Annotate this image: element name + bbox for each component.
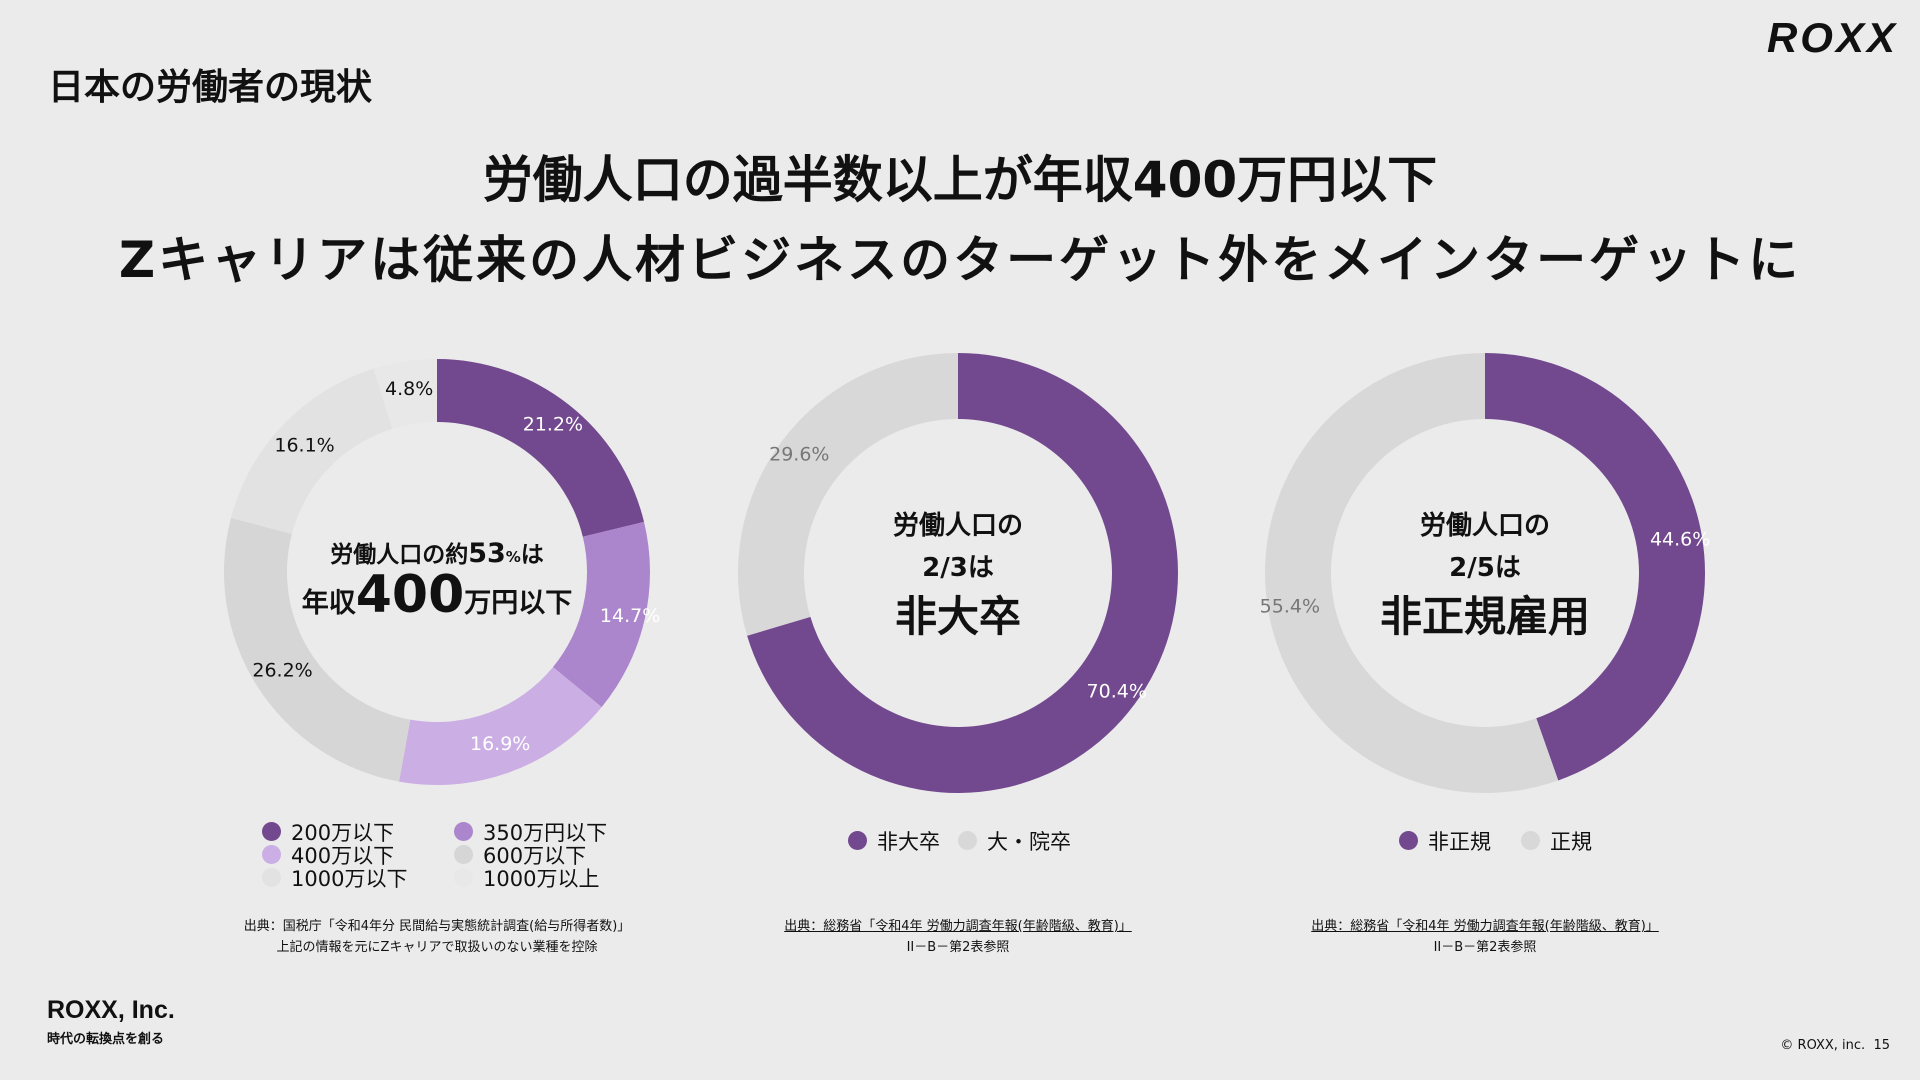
legend-label: 大・院卒 — [987, 829, 1071, 854]
headline-line-1: 労働人口の過半数以上が年収400万円以下 — [482, 151, 1438, 209]
legend-swatch-icon — [262, 822, 281, 841]
donut-1-data-label: 26.2% — [252, 659, 312, 681]
legend-item: 1000万以下 — [262, 866, 454, 891]
donut-1-data-label: 16.1% — [274, 434, 334, 456]
legend-label: 350万円以下 — [483, 820, 608, 845]
headline-line-2: Zキャリアは従来の人材ビジネスのターゲット外をメインターゲットに — [118, 231, 1802, 289]
copyright-text: © ROXX, inc. — [1780, 1038, 1866, 1053]
donut-1-source: 出典：国税庁「令和4年分 民間給与実態統計調査(給与所得者数)」 上記の情報を元… — [187, 916, 687, 958]
center-line-3: 非大卒 — [894, 592, 1021, 641]
donut-1-data-label: 4.8% — [385, 378, 433, 400]
company-name: ROXX, Inc. — [47, 996, 175, 1024]
legend-swatch-icon — [454, 868, 473, 887]
donut-1-slice-2 — [552, 521, 650, 708]
legend-swatch-icon — [262, 845, 281, 864]
legend-swatch-icon — [958, 831, 977, 850]
donut-1-slice-1 — [437, 359, 645, 537]
donut-2-source: 出典：総務省「令和4年 労働力調査年報(年齢階級、教育)」 II－B－第2表参照 — [708, 916, 1208, 958]
donut-1-data-label: 14.7% — [600, 605, 660, 627]
legend-item: 非大卒 — [848, 829, 940, 854]
company-tagline: 時代の転換点を創る — [47, 1032, 165, 1047]
legend-label: 非正規 — [1428, 829, 1491, 854]
page-number: 15 — [1873, 1038, 1890, 1053]
center-text: 年収 — [301, 588, 356, 619]
page-title: 日本の労働者の現状 — [48, 67, 373, 108]
legend-label: 正規 — [1550, 829, 1592, 854]
donut-3-legend: 非正規 正規 — [1399, 829, 1592, 854]
donut-1-data-label: 21.2% — [523, 414, 583, 436]
donut-1-legend: 200万以下 350万円以下 400万以下 600万以下 1000万以下 1000万以上 — [262, 820, 646, 891]
legend-item: 正規 — [1521, 829, 1592, 854]
donut-1-slice-5 — [230, 368, 393, 534]
legend-item: 大・院卒 — [958, 829, 1071, 854]
donut-3-data-label: 44.6% — [1650, 529, 1710, 551]
center-line-3: 非正規雇用 — [1379, 592, 1590, 641]
donut-3-slice-2 — [1264, 353, 1559, 794]
source-line-1: 出典：国税庁「令和4年分 民間給与実態統計調査(給与所得者数)」 — [243, 919, 631, 934]
center-text: は — [520, 542, 544, 568]
center-line-2: 2/5は — [1449, 553, 1521, 583]
source-line-2: II－B－第2表参照 — [906, 940, 1010, 955]
center-text: 労働人口の約 — [330, 542, 469, 568]
donut-1-slice-4 — [224, 518, 411, 782]
donut-3-data-label: 55.4% — [1260, 595, 1320, 617]
legend-label: 1000万以下 — [291, 866, 408, 891]
donut-2-legend: 非大卒 大・院卒 — [848, 829, 1071, 854]
donut-2-slice-2 — [738, 353, 958, 636]
source-line-2: II－B－第2表参照 — [1433, 940, 1537, 955]
legend-label: 1000万以上 — [483, 866, 600, 891]
center-number: 53 — [468, 538, 506, 569]
legend-swatch-icon — [1399, 831, 1418, 850]
legend-swatch-icon — [454, 822, 473, 841]
center-line-1: 労働人口の — [892, 511, 1023, 541]
center-number: 400 — [355, 565, 465, 625]
copyright: © ROXX, inc. 15 — [1780, 1038, 1890, 1053]
source-link[interactable]: 出典：総務省「令和4年 労働力調査年報(年齢階級、教育)」 — [1311, 919, 1659, 934]
center-text: 万円以下 — [464, 588, 573, 619]
donut-3-center-text: 労働人口の 2/5は 非正規雇用 — [1335, 505, 1635, 645]
legend-item: 600万以下 — [454, 843, 646, 868]
source-line-2: 上記の情報を元にZキャリアで取扱いのない業種を控除 — [276, 940, 598, 955]
source-link[interactable]: 出典：総務省「令和4年 労働力調査年報(年齢階級、教育)」 — [784, 919, 1132, 934]
donut-2-center-text: 労働人口の 2/3は 非大卒 — [808, 505, 1108, 645]
center-line-2: 2/3は — [922, 553, 994, 583]
legend-swatch-icon — [1521, 831, 1540, 850]
legend-label: 600万以下 — [483, 843, 587, 868]
legend-label: 200万以下 — [291, 820, 395, 845]
legend-item: 400万以下 — [262, 843, 454, 868]
legend-label: 非大卒 — [877, 829, 940, 854]
donut-2-data-label: 29.6% — [769, 444, 829, 466]
legend-label: 400万以下 — [291, 843, 395, 868]
legend-swatch-icon — [454, 845, 473, 864]
legend-item: 1000万以上 — [454, 866, 646, 891]
legend-item: 350万円以下 — [454, 820, 646, 845]
legend-item: 非正規 — [1399, 829, 1491, 854]
donut-3-source: 出典：総務省「令和4年 労働力調査年報(年齢階級、教育)」 II－B－第2表参照 — [1235, 916, 1735, 958]
donut-2-data-label: 70.4% — [1087, 680, 1147, 702]
donut-2-slice-1 — [747, 353, 1178, 794]
center-line-1: 労働人口の — [1419, 511, 1550, 541]
center-percent: % — [505, 548, 521, 566]
legend-swatch-icon — [848, 831, 867, 850]
roxx-logo: ROXX — [1766, 14, 1898, 61]
donut-1-center-text: 労働人口の約53%は 年収400万円以下 — [287, 535, 587, 625]
donut-3-slice-1 — [1485, 353, 1705, 781]
donut-1-slice-3 — [399, 667, 602, 785]
donut-1-data-label: 16.9% — [470, 733, 530, 755]
legend-swatch-icon — [262, 868, 281, 887]
legend-item: 200万以下 — [262, 820, 454, 845]
donut-1-slice-6 — [373, 359, 437, 429]
